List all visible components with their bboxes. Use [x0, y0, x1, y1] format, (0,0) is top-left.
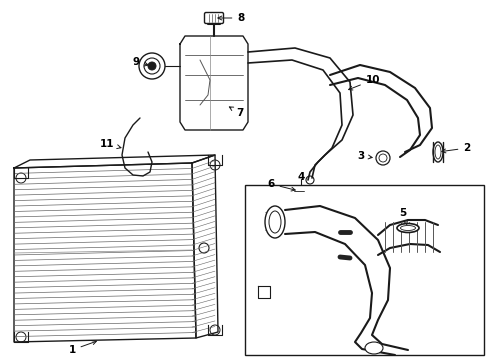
Circle shape: [16, 173, 26, 183]
Circle shape: [375, 151, 389, 165]
Circle shape: [209, 325, 220, 335]
Text: 1: 1: [68, 341, 96, 355]
Circle shape: [305, 176, 313, 184]
Circle shape: [139, 53, 164, 79]
Text: 3: 3: [357, 151, 371, 161]
Text: 10: 10: [348, 75, 380, 90]
Ellipse shape: [396, 224, 418, 233]
Circle shape: [209, 160, 220, 170]
Ellipse shape: [364, 342, 382, 354]
Ellipse shape: [268, 211, 281, 233]
Text: 4: 4: [297, 172, 304, 182]
Bar: [244, 185, 483, 355]
Text: 11: 11: [100, 139, 121, 149]
Text: 6: 6: [267, 179, 295, 191]
FancyBboxPatch shape: [204, 13, 223, 23]
Circle shape: [143, 58, 160, 74]
Text: 8: 8: [218, 13, 244, 23]
Text: 2: 2: [441, 143, 469, 153]
Text: 9: 9: [132, 57, 148, 67]
Ellipse shape: [264, 206, 285, 238]
Circle shape: [16, 332, 26, 342]
Circle shape: [199, 243, 208, 253]
Text: 7: 7: [229, 107, 243, 118]
Ellipse shape: [400, 225, 415, 230]
Ellipse shape: [434, 145, 440, 159]
Text: 5: 5: [399, 208, 407, 224]
Circle shape: [296, 189, 301, 194]
Circle shape: [368, 343, 378, 353]
Circle shape: [378, 154, 386, 162]
Circle shape: [293, 186, 304, 196]
Circle shape: [148, 62, 156, 70]
Ellipse shape: [432, 142, 442, 162]
